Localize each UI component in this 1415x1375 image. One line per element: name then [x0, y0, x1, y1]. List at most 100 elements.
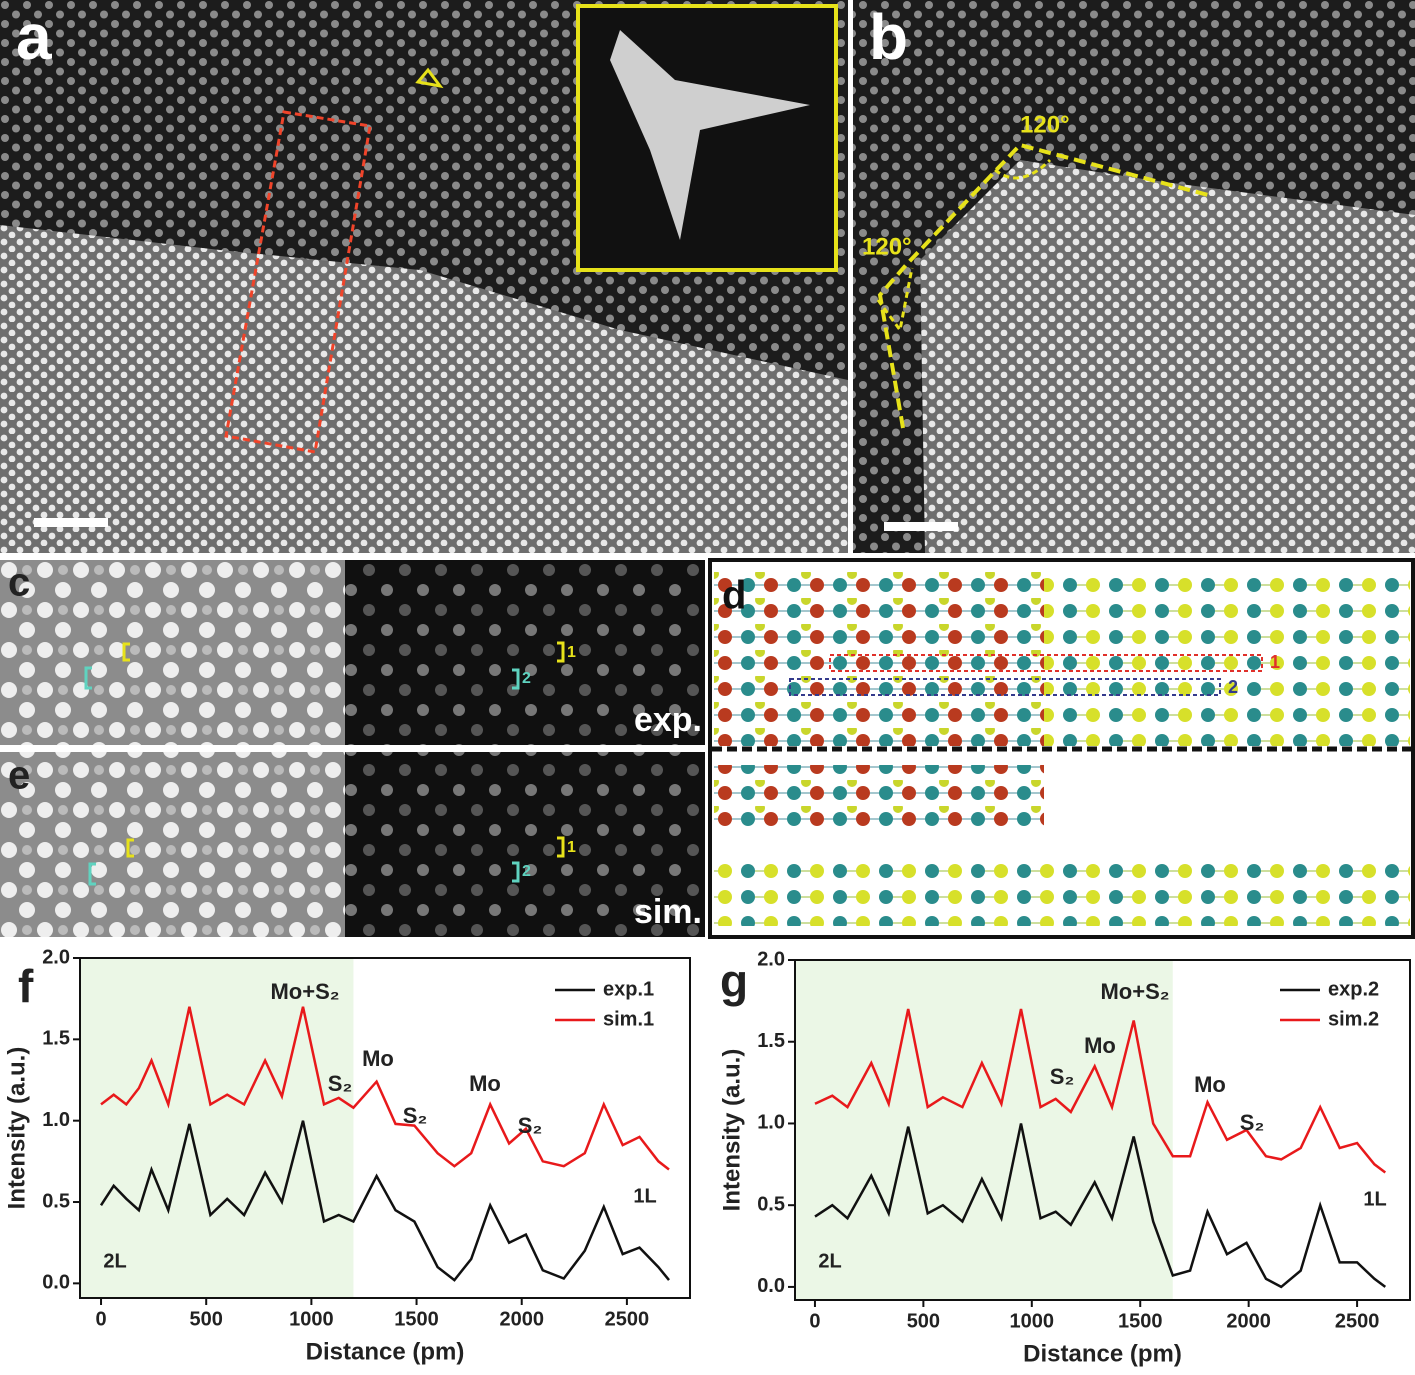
panel-label: e: [8, 754, 30, 798]
legend-label: sim.1: [603, 1008, 654, 1030]
y-tick-label: 0.0: [757, 1275, 785, 1297]
y-tick-label: 1.0: [42, 1109, 70, 1131]
plot-frame: [794, 959, 1411, 1301]
panel-label: d: [722, 574, 746, 618]
y-axis-label: Intensity (a.u.): [718, 1049, 745, 1212]
inset-flake: [610, 30, 810, 240]
angle-arc: [876, 267, 914, 334]
bracket: [557, 641, 565, 663]
y-tick-label: 0.5: [757, 1193, 785, 1215]
panel-label: a: [16, 1, 52, 73]
bracket: [126, 838, 134, 858]
marker-label: 1: [567, 644, 576, 661]
x-axis-label: Distance (pm): [306, 1338, 465, 1365]
y-tick-label: 0.5: [42, 1190, 70, 1212]
stem-image-dark: [345, 560, 705, 745]
panel-d: 1 2 d: [708, 558, 1415, 939]
peak-label: Mo: [469, 1071, 501, 1096]
region-label: 2L: [103, 1250, 126, 1272]
highlight-region: [80, 958, 354, 1298]
scale-bar: [884, 522, 958, 531]
marker-label: 1: [1270, 652, 1280, 672]
panel-b: b 120° 120°: [853, 0, 1415, 553]
bracket: [512, 668, 520, 690]
data-line: [814, 1123, 1387, 1289]
peak-label: S₂: [1240, 1110, 1264, 1135]
data-line: [100, 1006, 670, 1171]
angle-label: 120°: [862, 233, 912, 260]
region-label: 1L: [633, 1185, 656, 1207]
panel-label: g: [720, 955, 748, 1007]
x-axis-label: Distance (pm): [1023, 1340, 1182, 1367]
stem-image: [0, 560, 345, 745]
y-tick-label: 1.5: [42, 1028, 70, 1050]
y-axis-label: Intensity (a.u.): [3, 1047, 30, 1210]
bracket: [88, 862, 96, 886]
panel-label: c: [8, 561, 30, 605]
x-tick-label: 2000: [499, 1308, 544, 1330]
stem-image-light: [920, 160, 1415, 553]
panel-label: f: [18, 960, 34, 1012]
scale-bar: [34, 518, 108, 527]
triangle-marker: [415, 67, 444, 89]
marker-label: 2: [522, 863, 531, 880]
image-tag: exp.: [634, 701, 702, 739]
peak-label: Mo: [1084, 1033, 1116, 1058]
edge-line: [877, 142, 1209, 429]
region-label: 1L: [1363, 1188, 1386, 1210]
bracket: [84, 666, 92, 690]
data-line: [814, 1008, 1387, 1174]
plot-frame: [79, 957, 691, 1299]
x-tick-label: 500: [907, 1310, 940, 1332]
panel-a: a: [0, 0, 848, 553]
legend-label: exp.1: [603, 978, 654, 1000]
legend-label: exp.2: [1328, 978, 1379, 1000]
angle-label: 120°: [1020, 111, 1070, 138]
data-line: [99, 1120, 670, 1282]
x-tick-label: 2500: [605, 1308, 650, 1330]
profile-box: [224, 110, 372, 454]
bilayer-side-view: [714, 765, 1044, 831]
stem-image-light: [0, 225, 848, 553]
x-tick-label: 0: [809, 1310, 820, 1332]
peak-label: S₂: [328, 1071, 352, 1096]
y-tick-label: 2.0: [42, 946, 70, 968]
highlight-region: [795, 960, 1173, 1300]
peak-label: S₂: [403, 1103, 427, 1128]
x-tick-label: 0: [95, 1308, 106, 1330]
peak-label: Mo+S₂: [1100, 979, 1169, 1004]
peak-label: Mo: [1194, 1072, 1226, 1097]
stem-image-dark: [345, 752, 705, 937]
x-tick-label: 1000: [1010, 1310, 1055, 1332]
y-tick-label: 2.0: [757, 948, 785, 970]
region-label: 2L: [818, 1250, 841, 1272]
peak-label: S₂: [518, 1113, 542, 1138]
x-tick-label: 1500: [394, 1308, 439, 1330]
angle-arc: [994, 158, 1052, 180]
bracket: [122, 642, 130, 662]
bracket: [557, 836, 565, 858]
x-tick-label: 1500: [1118, 1310, 1163, 1332]
stem-image: [0, 752, 345, 937]
panel-c: c 1 2 exp.: [0, 560, 705, 745]
x-tick-label: 2000: [1226, 1310, 1271, 1332]
bracket: [512, 861, 520, 883]
panel-label: b: [869, 1, 908, 73]
legend-label: sim.2: [1328, 1008, 1379, 1030]
marker-label: 2: [522, 670, 531, 687]
y-tick-label: 1.5: [757, 1030, 785, 1052]
peak-label: S₂: [1050, 1064, 1074, 1089]
x-tick-label: 500: [190, 1308, 223, 1330]
marker-label: 2: [1228, 677, 1238, 697]
y-tick-label: 1.0: [757, 1112, 785, 1134]
x-tick-label: 1000: [289, 1308, 334, 1330]
peak-label: Mo: [362, 1046, 394, 1071]
x-tick-label: 2500: [1335, 1310, 1380, 1332]
panel-e: e 1 2 sim.: [0, 752, 705, 937]
peak-label: Mo+S₂: [270, 979, 339, 1004]
image-tag: sim.: [634, 893, 702, 931]
marker-label: 1: [567, 839, 576, 856]
monolayer-side-view: [714, 860, 1410, 926]
